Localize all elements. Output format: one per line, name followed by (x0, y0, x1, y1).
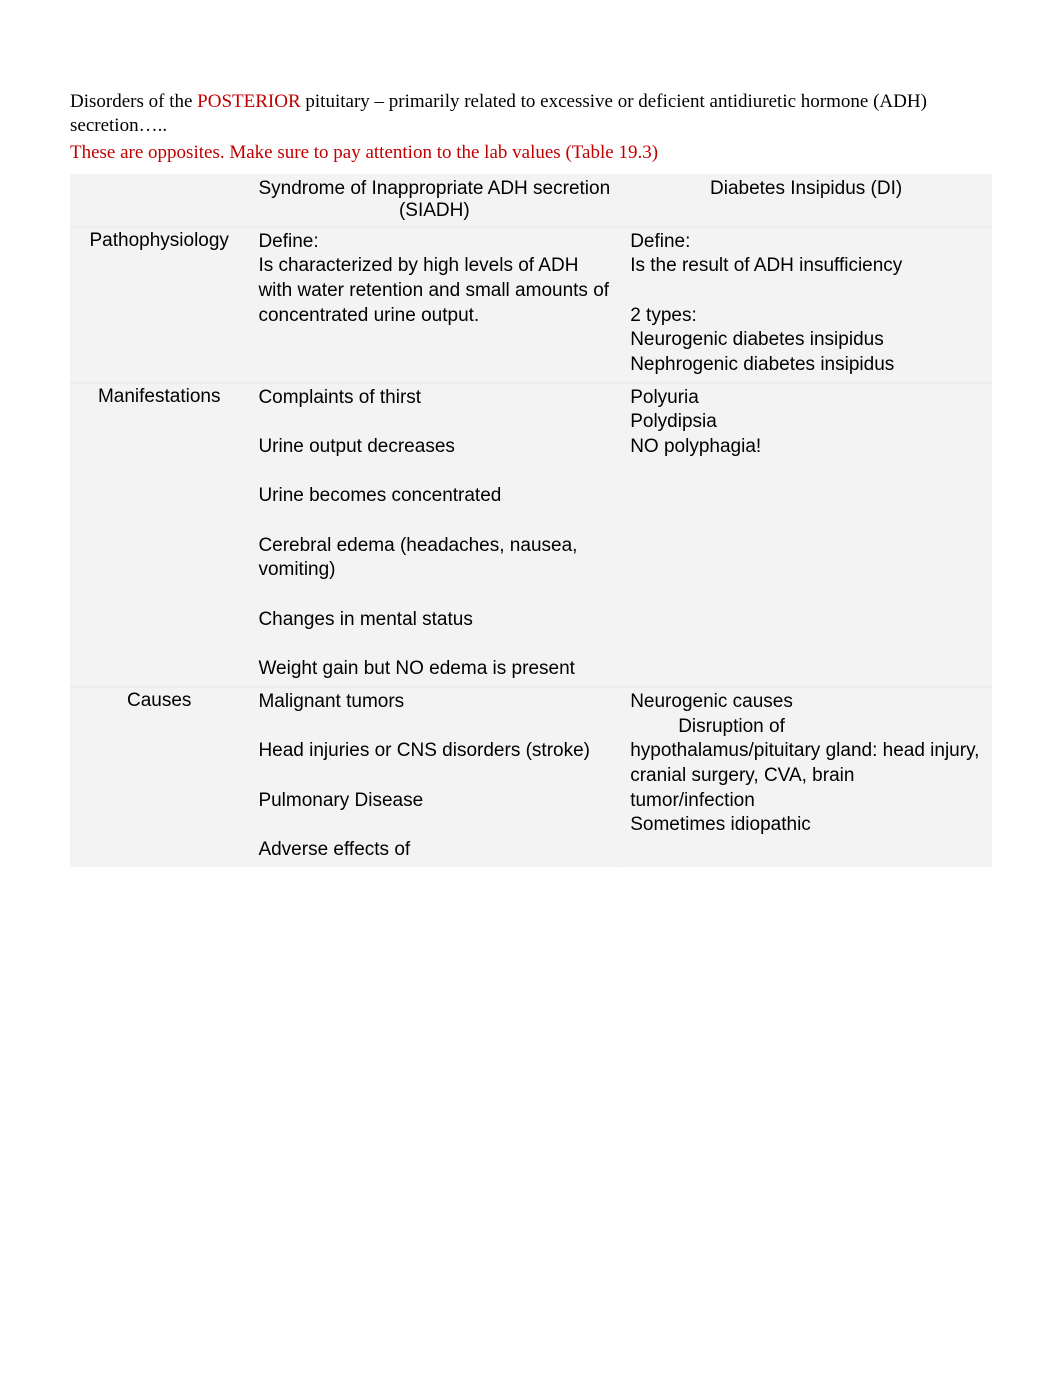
row-label-manifestations: Manifestations (70, 382, 248, 686)
row-pathophysiology: Pathophysiology Define: Is characterized… (70, 226, 992, 382)
manifest-di-text: Polyuria Polydipsia NO polyphagia! (630, 386, 982, 460)
manifest-di-cell: Polyuria Polydipsia NO polyphagia! (620, 382, 992, 686)
comparison-table: Syndrome of Inappropriate ADH secretion … (70, 174, 992, 867)
causes-di-indent: Disruption of (630, 715, 982, 740)
patho-siadh-text: Define: Is characterized by high levels … (258, 230, 610, 329)
intro-note: These are opposites. Make sure to pay at… (70, 142, 992, 164)
patho-di-text: Define: Is the result of ADH insufficien… (630, 230, 982, 378)
patho-siadh-cell: Define: Is characterized by high levels … (248, 226, 620, 382)
intro-prefix: Disorders of the (70, 91, 197, 112)
causes-siadh-text: Malignant tumors Head injuries or CNS di… (258, 690, 610, 863)
table-header-row: Syndrome of Inappropriate ADH secretion … (70, 174, 992, 226)
header-siadh: Syndrome of Inappropriate ADH secretion … (248, 174, 620, 226)
row-causes: Causes Malignant tumors Head injuries or… (70, 686, 992, 867)
causes-di-rest: hypothalamus/pituitary gland: head injur… (630, 739, 982, 838)
header-di: Diabetes Insipidus (DI) (620, 174, 992, 226)
causes-di-cell: Neurogenic causes Disruption of hypothal… (620, 686, 992, 867)
header-blank (70, 174, 248, 226)
row-label-causes: Causes (70, 686, 248, 867)
causes-siadh-cell: Malignant tumors Head injuries or CNS di… (248, 686, 620, 867)
intro-posterior: POSTERIOR (197, 91, 300, 112)
manifest-siadh-cell: Complaints of thirst Urine output decrea… (248, 382, 620, 686)
manifest-siadh-text: Complaints of thirst Urine output decrea… (258, 386, 610, 682)
row-label-pathophysiology: Pathophysiology (70, 226, 248, 382)
page: Disorders of the POSTERIOR pituitary – p… (0, 0, 1062, 1377)
intro-paragraph: Disorders of the POSTERIOR pituitary – p… (70, 90, 992, 138)
patho-di-cell: Define: Is the result of ADH insufficien… (620, 226, 992, 382)
row-manifestations: Manifestations Complaints of thirst Urin… (70, 382, 992, 686)
causes-di-line1: Neurogenic causes (630, 690, 982, 715)
